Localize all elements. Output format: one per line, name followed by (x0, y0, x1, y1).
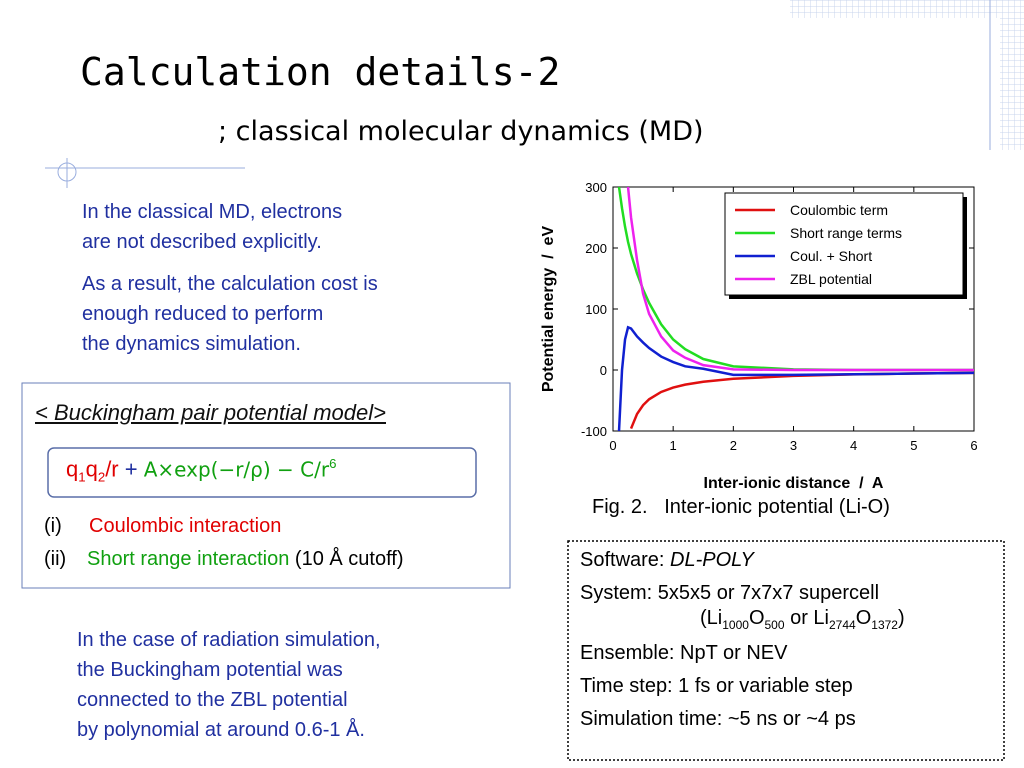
info-line: (Li1000O500 or Li2744O1372) (580, 607, 905, 632)
text-line: connected to the ZBL potential (77, 689, 348, 711)
text-line: In the classical MD, electrons (82, 201, 343, 223)
formula-box (47, 447, 477, 498)
formula-part: q (85, 456, 98, 482)
item-text: (10 Å cutoff) (294, 548, 404, 570)
y-tick-label: 100 (585, 302, 607, 317)
text: 1372 (871, 618, 898, 632)
x-axis-label: Inter-ionic distance / A (704, 475, 884, 492)
intro: In the classical MD, electrons are not d… (82, 197, 378, 359)
series-line (617, 325, 974, 431)
text: or Li (784, 607, 829, 629)
info-line: Simulation time: ~5 ns or ~4 ps (580, 708, 856, 730)
x-tick-label: 5 (910, 438, 917, 453)
y-tick-label: 0 (600, 363, 607, 378)
info-line: Time step: 1 fs or variable step (580, 675, 853, 697)
text-line: by polynomial at around 0.6-1 Å. (77, 719, 365, 741)
x-tick-label: 3 (790, 438, 797, 453)
formula: q1q2/r + A×exp(−r/ρ) − C/r6 (66, 456, 336, 485)
legend-label: Coulombic term (790, 202, 888, 218)
text-line: As a result, the calculation cost is (82, 273, 378, 295)
x-tick-label: 4 (850, 438, 857, 453)
item: (i) Coulombic interaction (44, 515, 281, 538)
text: ) (897, 607, 905, 629)
text: 1000 (722, 618, 749, 632)
info: Software: DL-POLY System: 5x5x5 or 7x7x7… (580, 549, 905, 741)
text: 500 (764, 618, 785, 632)
formula-part: 1 (78, 469, 86, 485)
info-line: Software: DL-POLY (580, 549, 905, 572)
model-box (21, 382, 511, 589)
decor-grid (790, 0, 1024, 18)
text: 2744 (829, 618, 856, 632)
formula-part: 2 (97, 469, 106, 485)
item-text: Coulombic interaction (89, 515, 282, 537)
x-tick-label: 2 (730, 438, 737, 453)
text: (Li (700, 607, 723, 629)
text-line: In the case of radiation simulation, (77, 629, 381, 651)
plot-area (617, 187, 974, 431)
text-line: the Buckingham potential was (77, 659, 343, 681)
legend-label: Coul. + Short (790, 248, 872, 264)
formula-part: A×exp(−r/ρ) − C/r (143, 457, 330, 482)
series-line (626, 187, 974, 372)
info-line: System: 5x5x5 or 7x7x7 supercell (580, 582, 880, 604)
formula-part: 6 (329, 456, 337, 471)
formula-part: q (66, 456, 79, 482)
text-line: the dynamics simulation. (82, 333, 301, 355)
text-line: enough reduced to perform (82, 303, 324, 325)
info-box (567, 540, 1005, 761)
y-tick-label: 300 (585, 180, 607, 195)
text-line: are not described explicitly. (82, 231, 322, 253)
model-heading: < Buckingham pair potential model> (35, 400, 386, 425)
text: DL-POLY (670, 549, 754, 571)
y-axis-label: Potential energy / eV (540, 226, 557, 393)
note: In the case of radiation simulation, the… (77, 625, 381, 745)
y-tick-label: 200 (585, 241, 607, 256)
x-tick-label: 0 (609, 438, 616, 453)
legend-label: ZBL potential (790, 271, 872, 287)
item-num: (ii) (44, 548, 67, 570)
text: O (748, 607, 765, 629)
item: (ii) Short range interaction (10 Å cutoff… (44, 548, 403, 571)
title: Calculation details-2 (80, 50, 561, 94)
item-num: (i) (44, 515, 62, 537)
text: Software: (580, 549, 671, 571)
formula-part: /r (105, 456, 119, 482)
formula-part: + (118, 456, 144, 482)
x-tick-label: 1 (670, 438, 677, 453)
x-tick-label: 6 (970, 438, 977, 453)
legend-label: Short range terms (790, 225, 902, 241)
subtitle: ; classical molecular dynamics (MD) (218, 116, 704, 147)
item-text: Short range interaction (87, 548, 290, 570)
caption: Fig. 2. Inter-ionic potential (Li-O) (592, 496, 890, 518)
decor-grid (1000, 0, 1024, 150)
series-line (629, 371, 974, 430)
text: O (855, 607, 872, 629)
y-tick-label: -100 (581, 424, 607, 439)
info-line: Ensemble: NpT or NEV (580, 642, 788, 664)
